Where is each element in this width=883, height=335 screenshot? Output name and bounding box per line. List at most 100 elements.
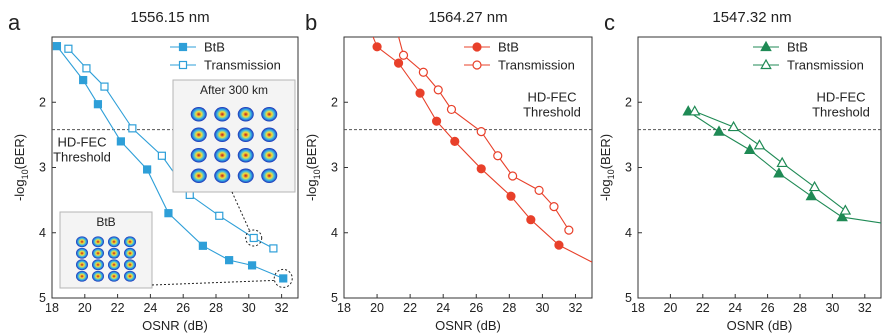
plot-frame — [343, 36, 593, 299]
x-tick-label: 18 — [45, 301, 59, 315]
x-tick-label: 30 — [825, 301, 839, 315]
x-tick-label: 32 — [569, 301, 583, 315]
panel-letter: c — [604, 10, 615, 35]
constellation-point — [214, 168, 231, 183]
x-axis-label: OSNR (dB) — [435, 318, 501, 333]
y-axis-label-sub: 10 — [606, 169, 616, 179]
data-point — [215, 211, 224, 220]
data-point — [688, 105, 701, 116]
constellation-point — [261, 148, 278, 163]
constellation-point — [261, 127, 278, 142]
data-point — [431, 116, 442, 126]
x-tick-label: 32 — [275, 301, 289, 315]
data-point — [82, 64, 91, 73]
data-point — [64, 44, 73, 53]
data-point — [249, 233, 258, 243]
y-axis-label-tail: (BER) — [12, 134, 27, 169]
y-axis-label-main: -log — [304, 179, 319, 201]
fec-label-line: Threshold — [523, 105, 581, 120]
y-tick-label: 5 — [39, 291, 46, 305]
data-point — [269, 244, 278, 253]
x-tick-label: 22 — [111, 301, 125, 315]
x-tick-label: 18 — [631, 301, 645, 315]
data-point — [549, 202, 559, 212]
constellation-point — [76, 259, 88, 271]
y-tick-label: 4 — [625, 226, 632, 240]
data-point — [808, 180, 821, 192]
fec-label-line: Threshold — [812, 105, 870, 120]
y-tick-label: 2 — [625, 95, 632, 109]
y-tick-label: 5 — [331, 291, 338, 305]
data-point — [836, 210, 848, 222]
fec-label-line: HD-FEC — [57, 135, 106, 150]
data-point — [372, 42, 382, 52]
y-tick-label: 4 — [331, 226, 338, 240]
data-point — [433, 85, 443, 95]
pointer-circle — [273, 268, 293, 288]
data-point — [564, 225, 574, 235]
data-point — [493, 151, 503, 161]
x-tick-label: 20 — [78, 301, 92, 315]
y-axis-label: -log10(BER) — [598, 134, 616, 201]
constellation-point — [92, 247, 104, 259]
legend-label: BtB — [787, 40, 808, 55]
constellation-point — [237, 107, 254, 122]
constellation-inset: BtB — [59, 211, 153, 289]
x-tick-label: 32 — [858, 301, 872, 315]
data-point — [164, 209, 173, 218]
y-tick-label: 2 — [39, 95, 46, 109]
data-point — [744, 143, 756, 154]
y-tick-label: 5 — [625, 291, 632, 305]
panel-a: a 1556.15 nm 18 20 22 24 26 28 30 32 2 3 4 5 OSNR (dB)… — [8, 9, 299, 333]
constellation-point — [92, 259, 104, 271]
legend-marker — [760, 58, 772, 70]
fec-label-line: HD-FEC — [527, 90, 576, 105]
constellation-point — [124, 236, 136, 248]
y-axis-label-main: -log — [12, 179, 27, 201]
constellation-point — [124, 259, 136, 271]
constellation-point — [190, 148, 207, 163]
constellation-point — [108, 247, 120, 259]
series-line — [687, 110, 881, 224]
y-tick-label: 2 — [331, 95, 338, 109]
data-point — [143, 165, 152, 174]
constellation-point — [261, 107, 278, 122]
data-point — [805, 189, 818, 201]
y-tick-label: 3 — [331, 161, 338, 175]
legend-marker — [760, 40, 772, 52]
data-point — [508, 171, 518, 181]
data-point — [776, 156, 788, 168]
x-tick-label: 28 — [502, 301, 516, 315]
x-tick-label: 24 — [728, 301, 742, 315]
x-axis-label: OSNR (dB) — [142, 318, 208, 333]
data-point — [398, 50, 409, 60]
constellation-point — [92, 270, 104, 282]
constellation-point — [214, 107, 231, 122]
data-point — [225, 256, 234, 265]
constellation-point — [108, 236, 120, 248]
constellation-point — [190, 168, 207, 183]
data-point — [52, 42, 62, 51]
constellation-point — [108, 270, 120, 282]
x-tick-label: 18 — [337, 301, 351, 315]
legend-entry: Transmission — [753, 58, 864, 73]
data-point — [506, 191, 516, 201]
data-point — [279, 274, 288, 283]
series-line — [56, 45, 284, 279]
constellation-point — [76, 236, 88, 248]
chart-title: 1547.32 nm — [712, 9, 791, 26]
legend-entry: BtB — [464, 40, 519, 55]
x-tick-label: 26 — [761, 301, 775, 315]
constellation-point — [237, 148, 254, 163]
legend-label: Transmission — [787, 58, 864, 73]
data-point — [79, 75, 88, 85]
data-point — [476, 127, 486, 137]
series-btb — [52, 42, 288, 283]
y-axis-label-tail: (BER) — [304, 134, 319, 169]
y-axis-label-sub: 10 — [20, 169, 30, 179]
data-point — [157, 151, 166, 160]
y-tick-label: 4 — [39, 226, 46, 240]
x-tick-label: 30 — [535, 301, 549, 315]
legend-label: Transmission — [204, 58, 281, 73]
legend-label: BtB — [204, 40, 225, 55]
